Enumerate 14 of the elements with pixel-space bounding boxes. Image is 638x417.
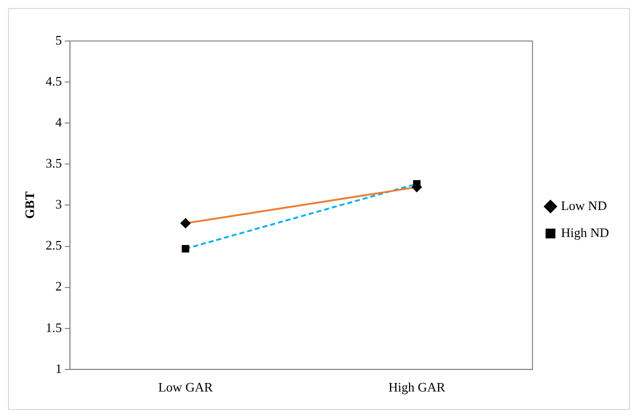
legend-label: High ND bbox=[560, 224, 610, 240]
y-tick-label: 5 bbox=[55, 32, 62, 48]
y-tick-label: 4.5 bbox=[46, 73, 62, 88]
x-tick-label: High GAR bbox=[388, 380, 446, 395]
y-tick-label: 3 bbox=[55, 196, 62, 212]
y-tick-label: 1.5 bbox=[46, 320, 62, 335]
y-tick-label: 3.5 bbox=[46, 156, 62, 171]
y-tick-label: 2 bbox=[55, 278, 62, 294]
legend-label: Low ND bbox=[560, 198, 607, 213]
y-axis-title: GBT bbox=[22, 191, 38, 219]
y-tick-label: 2.5 bbox=[46, 238, 62, 253]
x-tick-label: Low GAR bbox=[158, 380, 214, 395]
y-tick-label: 4 bbox=[55, 114, 62, 130]
y-tick-label: 1 bbox=[55, 360, 62, 376]
